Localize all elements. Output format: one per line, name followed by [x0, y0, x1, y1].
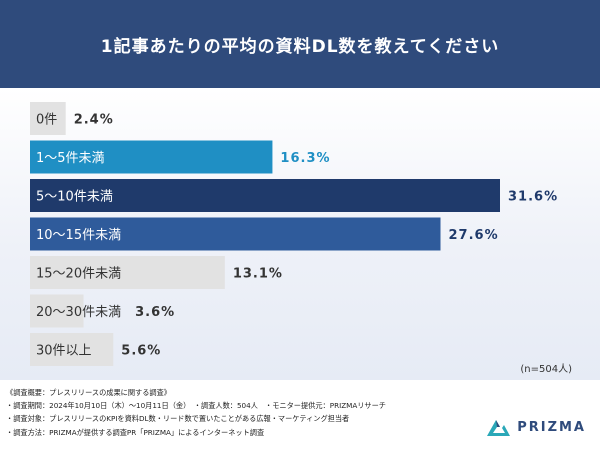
prizma-mountain-logo-icon	[487, 420, 511, 436]
chart-title: 1記事あたりの平均の資料DL数を教えてください	[100, 36, 500, 57]
category-label: 1〜5件未満	[36, 151, 105, 166]
category-label: 0件	[36, 113, 57, 128]
bar	[30, 294, 84, 328]
value-label: 5.6%	[121, 344, 161, 359]
bar	[30, 256, 225, 289]
category-label: 30件以上	[36, 344, 92, 359]
bar	[30, 179, 500, 212]
value-label: 13.1%	[233, 267, 283, 282]
header-banner: 1記事あたりの平均の資料DL数を教えてください	[0, 0, 600, 88]
survey-note-line: ・調査期間：2024年10月10日（木）〜10月11日（金） ・調査人数：504…	[6, 401, 386, 411]
value-label: 2.4%	[74, 113, 114, 128]
survey-note-line: ・調査方法：PRIZMAが提供する調査PR「PRIZMA」によるインターネット調…	[6, 427, 265, 437]
category-label: 15〜20件未満	[36, 267, 121, 282]
category-label: 10〜15件未満	[36, 228, 121, 243]
value-label: 27.6%	[449, 228, 499, 243]
bar	[30, 217, 441, 251]
survey-note-line: 《調査概要：プレスリリースの成果に関する調査》	[6, 388, 171, 397]
category-label: 5〜10件未満	[36, 190, 113, 205]
bar	[30, 102, 66, 135]
value-label: 31.6%	[508, 190, 558, 205]
bar-chart: 0件 2.4% 1〜5件未満 16.3% 5〜10件未満 31.6% 10〜15件未満 27.…	[30, 102, 558, 366]
sample-size-note: (n=504人)	[520, 364, 572, 375]
value-label: 16.3%	[280, 151, 330, 166]
bar	[30, 333, 114, 366]
survey-notes: 《調査概要：プレスリリースの成果に関する調査》 ・調査期間：2024年10月10…	[6, 386, 476, 439]
brand-name: PRIZMA	[517, 419, 586, 435]
value-label: 3.6%	[135, 305, 175, 320]
bar	[30, 140, 273, 174]
survey-note-line: ・調査対象：プレスリリースのKPIを資料DL数・リード数で置いたことがある広報・…	[6, 414, 350, 424]
brand-logo: PRIZMA	[485, 417, 586, 437]
category-label: 20〜30件未満	[36, 305, 121, 320]
